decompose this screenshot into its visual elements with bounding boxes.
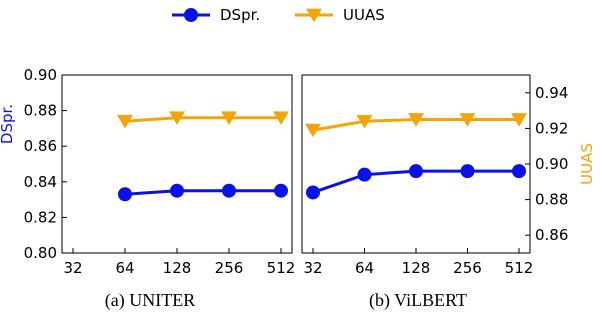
data-point-dspr: [118, 187, 132, 202]
y-tick-label-right: 0.90: [535, 155, 568, 173]
data-point-uuas: [273, 111, 289, 125]
y-tick-label: 0.80: [24, 244, 57, 262]
data-point-dspr: [512, 164, 526, 179]
legend-marker: [184, 8, 198, 22]
data-point-dspr: [170, 183, 184, 198]
plot-frame: [301, 74, 531, 254]
plot-frame: [61, 74, 293, 254]
y-tick-label: 0.88: [24, 102, 57, 120]
x-tick-label: 32: [63, 259, 82, 277]
panel-caption: (a) UNITER: [105, 290, 195, 311]
data-point-uuas: [221, 111, 237, 125]
legend-item-uuas: UUAS: [295, 6, 385, 24]
series-dspr: [306, 164, 526, 200]
y-axis-label-left: DSpr.: [0, 104, 16, 144]
y-tick-label: 0.84: [24, 173, 57, 191]
data-point-dspr: [460, 164, 475, 179]
data-point-uuas: [117, 114, 133, 129]
legend-label: UUAS: [343, 6, 385, 24]
data-point-dspr: [306, 185, 320, 200]
y-tick-label: 0.86: [24, 137, 57, 155]
y-tick-label-right: 0.92: [535, 119, 568, 137]
legend-label: DSpr.: [220, 6, 260, 24]
data-point-uuas: [511, 113, 527, 127]
data-point-uuas: [408, 113, 424, 127]
series-line-dspr: [124, 189, 281, 196]
x-tick-label: 64: [115, 259, 134, 277]
legend-item-dspr: DSpr.: [172, 6, 260, 24]
data-point-dspr: [274, 183, 288, 198]
x-tick-label: 128: [163, 259, 192, 277]
x-tick-label: 32: [303, 259, 322, 277]
y-tick-label-right: 0.94: [535, 84, 568, 102]
series-uuas: [305, 113, 527, 138]
x-tick-label: 512: [267, 259, 296, 277]
legend-marker: [306, 8, 322, 23]
series-line-uuas: [124, 116, 281, 123]
data-point-uuas: [305, 123, 321, 138]
x-tick-label: 64: [355, 259, 374, 277]
x-tick-label: 512: [505, 259, 534, 277]
y-tick-label: 0.82: [24, 208, 57, 226]
x-tick-label: 256: [215, 259, 244, 277]
legend: DSpr. UUAS: [172, 6, 385, 24]
series-dspr: [118, 183, 288, 202]
panel-uniter: 32 64 128 256 512 0.80 0.82 0.84 0.86 0.88 0.90 DSp…: [0, 66, 295, 311]
data-point-dspr: [357, 167, 372, 182]
panel-caption: (b) ViLBERT: [369, 290, 467, 311]
data-point-uuas: [459, 113, 476, 127]
y-tick-label: 0.90: [24, 66, 57, 84]
x-tick-label: 256: [453, 259, 482, 277]
y-axis-label-right: UUAS: [578, 143, 596, 185]
x-tick-label: 128: [402, 259, 431, 277]
y-tick-label-right: 0.88: [535, 191, 568, 209]
series-uuas: [117, 111, 289, 129]
y-tick-label-right: 0.86: [535, 226, 568, 244]
data-point-dspr: [222, 183, 236, 198]
data-point-dspr: [409, 164, 423, 179]
data-point-uuas: [169, 111, 185, 125]
data-point-uuas: [356, 114, 373, 129]
